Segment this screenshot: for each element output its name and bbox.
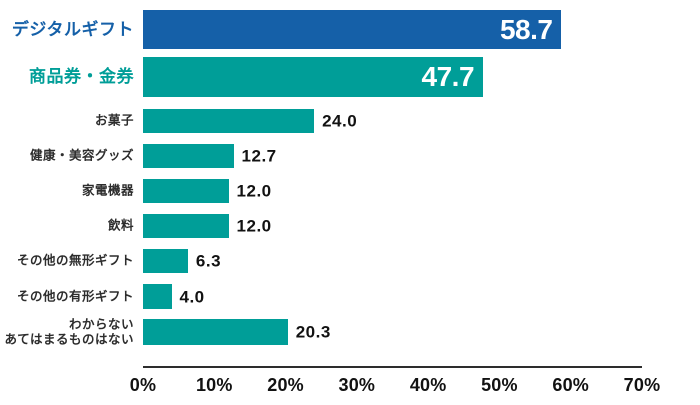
value-label: 58.7	[499, 13, 553, 45]
bar	[143, 249, 188, 273]
x-axis-tick-label: 40%	[409, 375, 447, 395]
x-axis-line	[143, 366, 642, 368]
category-label: その他の無形ギフト	[16, 253, 134, 268]
x-axis-tick-label: 0%	[129, 375, 157, 395]
value-label: 12.0	[236, 216, 272, 236]
bar-row-other-intangible: その他の無形ギフト 6.3	[0, 249, 700, 273]
bar	[143, 284, 172, 309]
bar	[143, 214, 229, 238]
bar: 58.7	[143, 10, 562, 49]
bar-row-dont-know: わからない あてはまるものはない 20.3	[0, 317, 700, 347]
value-label: 12.0	[236, 181, 272, 201]
bar-row-beverage: 飲料 12.0	[0, 214, 700, 238]
value-label: 4.0	[179, 287, 205, 306]
bar	[143, 144, 234, 168]
category-label: 飲料	[107, 218, 134, 233]
value-label: 12.7	[241, 146, 277, 166]
category-label: 家電機器	[81, 183, 134, 198]
x-axis-tick-label: 50%	[481, 375, 518, 395]
category-label: 健康・美容グッズ	[29, 148, 134, 163]
value-label: 24.0	[322, 111, 358, 131]
x-axis-tick-label: 60%	[552, 375, 590, 395]
bar-row-digital-gift: デジタルギフト 58.7	[0, 10, 700, 49]
category-label: 商品券・金券	[29, 66, 134, 86]
category-label: デジタルギフト	[11, 19, 134, 39]
category-label: その他の有形ギフト	[16, 289, 134, 304]
bar: 47.7	[143, 57, 484, 97]
bar	[143, 179, 229, 203]
x-axis-tick-label: 20%	[267, 375, 304, 395]
bar-row-health-beauty: 健康・美容グッズ 12.7	[0, 144, 700, 168]
x-axis-tick-label: 70%	[623, 375, 661, 395]
value-label: 47.7	[421, 61, 475, 92]
bar	[143, 109, 315, 133]
x-axis-tick-label: 10%	[195, 375, 233, 395]
x-axis-tick-label: 30%	[338, 375, 376, 395]
category-label-line2: あてはまるものはない	[4, 332, 134, 346]
category-label: わからない あてはまるものはない	[0, 317, 134, 347]
value-label: 6.3	[195, 251, 222, 271]
bar-row-sweets: お菓子 24.0	[0, 109, 700, 133]
bar-row-home-appliance: 家電機器 12.0	[0, 179, 700, 203]
bar	[143, 319, 288, 345]
value-label: 20.3	[295, 322, 331, 342]
bar-row-gift-certificate: 商品券・金券 47.7	[0, 57, 700, 97]
bar-row-other-tangible: その他の有形ギフト 4.0	[0, 284, 700, 309]
category-label: お菓子	[94, 113, 134, 128]
category-label-line1: わからない	[68, 317, 134, 332]
